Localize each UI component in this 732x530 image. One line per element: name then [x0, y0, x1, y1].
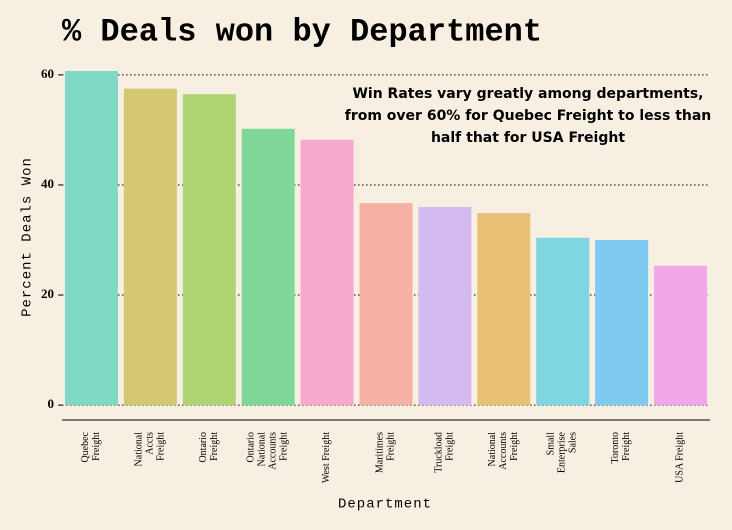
x-tick-label: OntarioNationalAccountsFreight — [246, 432, 290, 470]
bar — [182, 94, 236, 406]
bar — [241, 128, 295, 406]
x-tick-label: QuebecFreight — [80, 431, 102, 462]
annotation: half that for USA Freight — [431, 130, 625, 146]
x-tick-label-line: Maritimes — [375, 432, 386, 473]
x-tick-label-line: Toronto — [610, 432, 621, 464]
x-tick-label-line: Enterprise — [557, 431, 568, 473]
x-tick-label-line: Freight — [445, 432, 456, 461]
x-tick-label-line: Freight — [279, 432, 290, 461]
x-tick-label-line: Quebec — [80, 431, 91, 462]
bar — [123, 88, 177, 406]
x-tick-label: MaritimesFreight — [375, 432, 397, 473]
x-tick-label-line: West Freight — [321, 432, 332, 483]
y-tick-label: 20 — [41, 286, 54, 301]
annotation: Win Rates vary greatly among departments… — [352, 86, 703, 102]
x-tick-label-line: Freight — [386, 432, 397, 461]
x-tick-label: NationalAcctsFreight — [134, 432, 167, 467]
x-tick-label: OntarioFreight — [198, 432, 220, 463]
x-tick-label-line: Accounts — [498, 432, 509, 470]
x-tick-label-line: Freight — [509, 432, 520, 461]
x-tick-label-line: USA Freight — [675, 432, 686, 483]
x-tick-label-line: Freight — [156, 432, 167, 461]
bar — [654, 265, 708, 406]
x-tick-label-line: Accounts — [268, 432, 279, 470]
bar — [300, 139, 354, 406]
y-tick-label: 0 — [48, 396, 55, 411]
bar — [595, 240, 649, 406]
x-tick-label-line: National — [134, 432, 145, 467]
x-tick-label-line: Freight — [91, 432, 102, 461]
x-tick-label-line: Accts — [145, 432, 156, 455]
x-tick-label-line: Small — [546, 432, 557, 456]
bar — [64, 71, 118, 406]
x-tick-label: NationalAccountsFreight — [487, 432, 520, 470]
bar — [359, 203, 413, 406]
y-axis-label: Percent Deals Won — [20, 157, 36, 317]
x-tick-label: TorontoFreight — [610, 432, 632, 464]
x-tick-label-line: National — [257, 432, 268, 467]
x-tick-label-line: Freight — [209, 432, 220, 461]
bar — [536, 237, 590, 406]
x-tick-label: TruckloadFreight — [434, 432, 456, 473]
bar — [477, 213, 531, 406]
x-tick-label: West Freight — [321, 432, 332, 483]
chart-title: % Deals won by Department — [62, 13, 542, 50]
x-tick-label-line: National — [487, 432, 498, 467]
x-tick-label-line: Ontario — [198, 432, 209, 463]
x-tick-label: USA Freight — [675, 432, 686, 483]
x-axis-label: Department — [338, 497, 432, 513]
x-tick-label: SmallEnterpriseSales — [546, 431, 579, 473]
x-tick-label-line: Ontario — [246, 432, 257, 463]
y-tick-label: 60 — [41, 66, 54, 81]
x-tick-label-line: Truckload — [434, 432, 445, 473]
x-tick-label-line: Sales — [568, 432, 579, 453]
annotation: from over 60% for Quebec Freight to less… — [345, 108, 712, 124]
bar — [418, 206, 472, 406]
y-tick-label: 40 — [41, 176, 54, 191]
x-tick-label-line: Freight — [621, 432, 632, 461]
